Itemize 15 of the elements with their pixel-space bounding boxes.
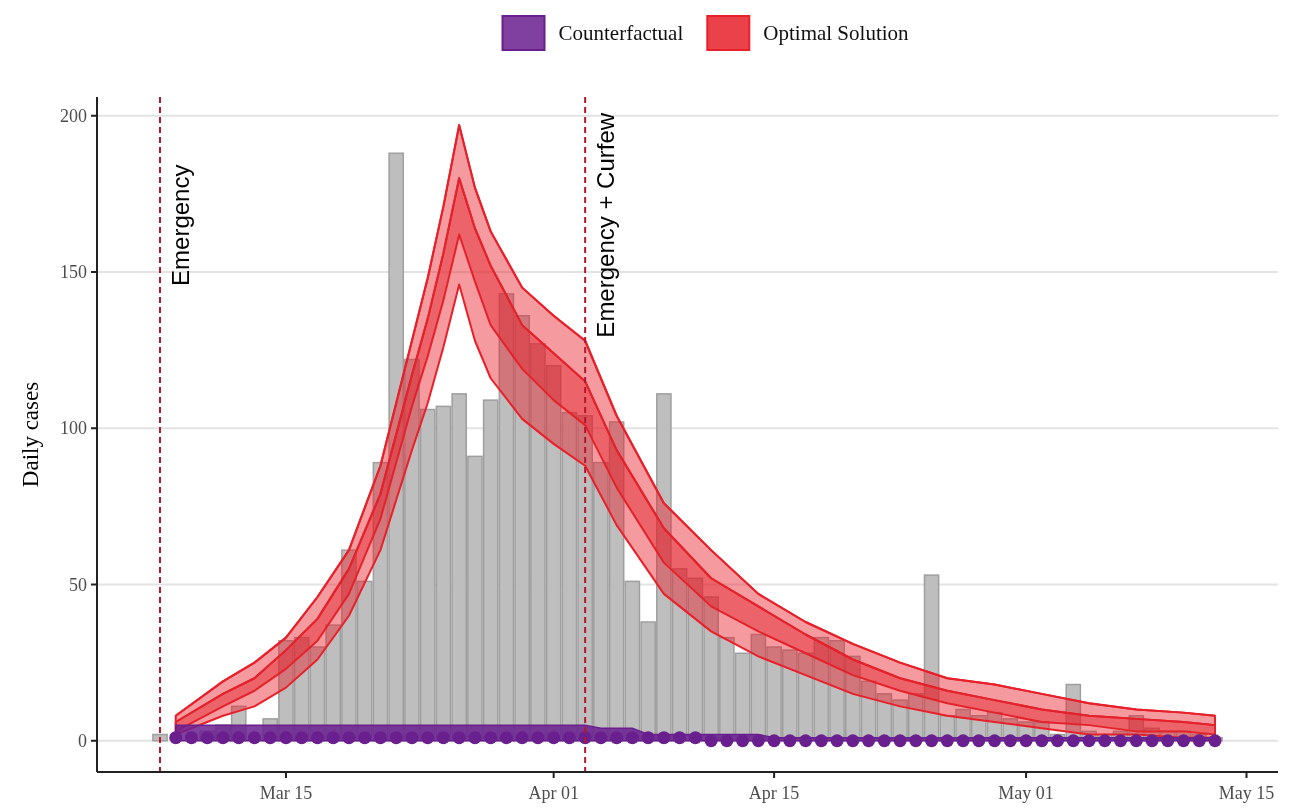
y-axis-title: Daily cases xyxy=(18,381,43,488)
legend-label: Optimal Solution xyxy=(763,21,910,45)
ref-line-label: Emergency + Curfew xyxy=(592,112,620,338)
y-tick-label: 50 xyxy=(69,574,87,595)
y-tick-label: 150 xyxy=(60,262,87,282)
x-tick-label: Mar 15 xyxy=(259,783,313,803)
legend-label: Counterfactual xyxy=(558,21,684,45)
x-tick-label: Apr 01 xyxy=(528,783,579,803)
y-tick-label: 0 xyxy=(78,730,87,751)
y-tick-label: 200 xyxy=(60,105,87,126)
x-tick-label: Apr 15 xyxy=(748,783,800,803)
x-tick-label: May 15 xyxy=(1218,783,1275,803)
x-tick-label: May 01 xyxy=(998,783,1054,803)
ref-line-label: Emergency xyxy=(166,164,194,286)
y-tick-label: 100 xyxy=(60,418,87,439)
